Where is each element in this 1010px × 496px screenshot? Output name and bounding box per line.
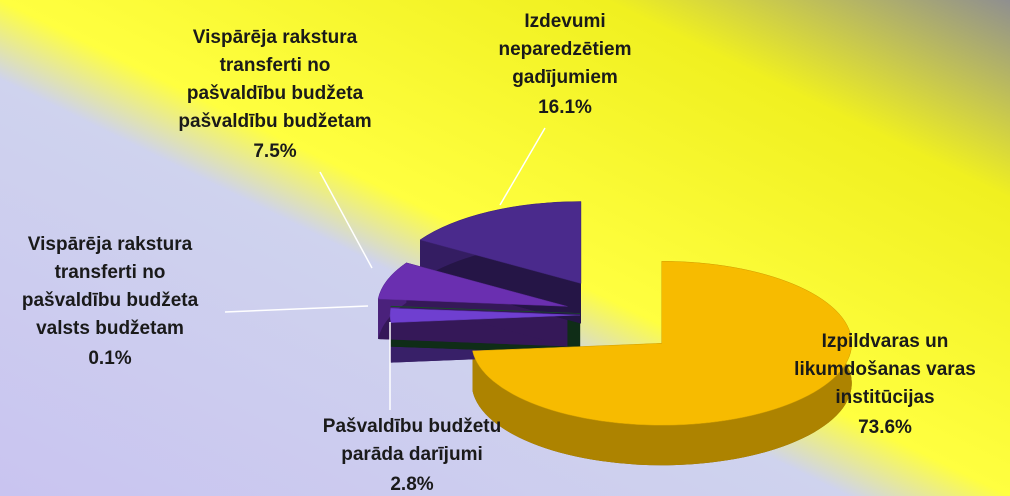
slice xyxy=(419,201,582,284)
value-label: 73.6% xyxy=(858,417,912,438)
value-label: 7.5% xyxy=(253,141,296,162)
slice-label: Vispārēja rakstura xyxy=(193,27,358,48)
slice-label: gadījumiem xyxy=(512,67,618,88)
slice-label: Izpildvaras un xyxy=(822,331,949,352)
slice-label: Pašvaldību budžetu xyxy=(323,416,501,437)
slice-label: institūcijas xyxy=(835,387,934,408)
leader-line xyxy=(319,171,373,269)
slice-label: pašvaldību budžeta xyxy=(22,290,199,311)
slice-label: Izdevumi xyxy=(524,11,605,32)
slice xyxy=(472,261,852,426)
slice xyxy=(389,308,581,323)
slice-label: transferti no xyxy=(220,55,331,76)
leader-line xyxy=(224,305,369,313)
value-label: 16.1% xyxy=(538,97,592,118)
slice-label: likumdošanas varas xyxy=(794,359,976,380)
slice-label: transferti no xyxy=(55,262,166,283)
slice-label: neparedzētiem xyxy=(498,39,631,60)
leader-line xyxy=(499,127,546,206)
slice xyxy=(390,305,581,314)
slice xyxy=(377,262,568,307)
slice-label: Vispārēja rakstura xyxy=(28,234,193,255)
slice-label: pašvaldību budžetam xyxy=(178,111,371,132)
slice-label: pašvaldību budžeta xyxy=(187,83,364,104)
slice-label: parāda darījumi xyxy=(341,444,483,465)
value-label: 0.1% xyxy=(88,348,131,369)
slice-label: valsts budžetam xyxy=(36,318,184,339)
value-label: 2.8% xyxy=(390,474,433,495)
